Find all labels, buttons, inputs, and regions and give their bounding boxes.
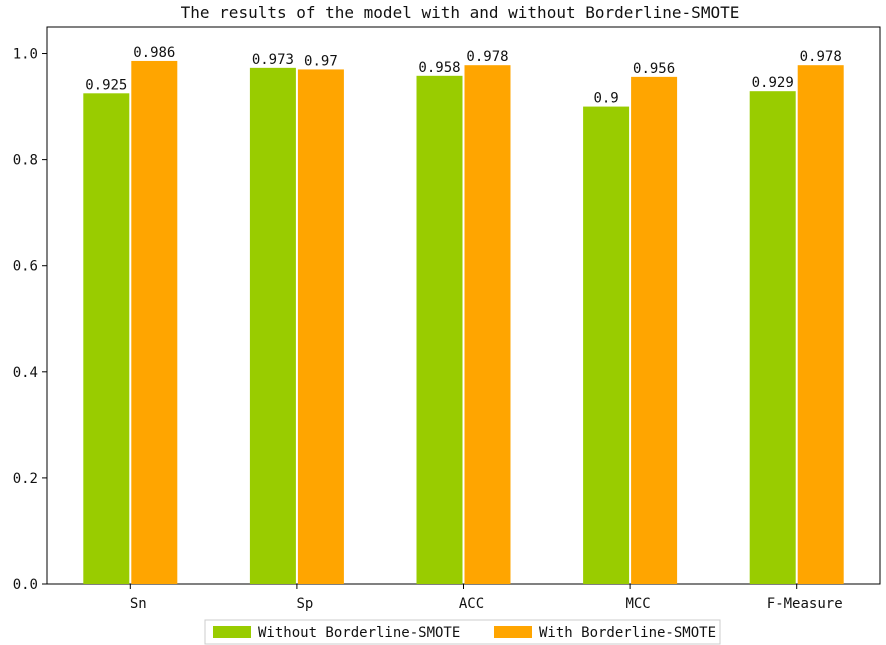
legend-label: Without Borderline-SMOTE xyxy=(258,625,460,641)
x-tick-label: ACC xyxy=(459,596,484,612)
value-labels: 0.925 0.986 0.973 0.97 0.958 0.978 0.9 0.956 0.9… xyxy=(85,45,842,107)
bar xyxy=(583,106,630,585)
bar-value-label: 0.978 xyxy=(800,49,842,65)
y-tick-label: 0.8 xyxy=(13,153,38,169)
bars xyxy=(83,60,844,585)
bar xyxy=(631,76,678,585)
bar xyxy=(749,91,796,584)
legend: Without Borderline-SMOTE With Borderline-… xyxy=(204,619,721,645)
bar-value-label: 0.973 xyxy=(252,52,294,68)
bar xyxy=(416,75,463,585)
y-tick-label: 0.6 xyxy=(13,259,38,275)
bar xyxy=(297,69,344,584)
x-tick-label: F-Measure xyxy=(767,596,843,612)
bar xyxy=(797,65,844,585)
legend-swatch xyxy=(213,626,251,638)
legend-label: With Borderline-SMOTE xyxy=(539,625,716,641)
bar-value-label: 0.929 xyxy=(752,75,794,91)
chart-title: The results of the model with and withou… xyxy=(181,3,740,22)
bar-value-label: 0.97 xyxy=(304,53,338,69)
x-tick-label: Sn xyxy=(130,596,147,612)
x-tick-label: Sp xyxy=(296,596,313,612)
bar-value-label: 0.9 xyxy=(593,91,618,107)
bar-value-label: 0.986 xyxy=(133,45,175,61)
y-tick-label: 0.0 xyxy=(13,577,38,593)
y-axis: 0.0 0.2 0.4 0.6 0.8 1.0 xyxy=(13,47,47,593)
bar xyxy=(83,93,130,585)
bar-value-label: 0.978 xyxy=(466,49,508,65)
y-tick-label: 0.2 xyxy=(13,471,38,487)
x-axis: Sn Sp ACC MCC F-Measure xyxy=(129,584,843,612)
bar xyxy=(464,65,511,585)
bar-value-label: 0.956 xyxy=(633,61,675,77)
legend-swatch xyxy=(494,626,532,638)
legend-box xyxy=(204,619,721,645)
bar xyxy=(131,60,178,584)
bar xyxy=(249,67,296,584)
x-tick-label: MCC xyxy=(625,596,650,612)
y-tick-label: 0.4 xyxy=(13,365,38,381)
bar-value-label: 0.958 xyxy=(418,60,460,76)
bar-value-label: 0.925 xyxy=(85,77,127,93)
y-tick-label: 1.0 xyxy=(13,47,38,63)
